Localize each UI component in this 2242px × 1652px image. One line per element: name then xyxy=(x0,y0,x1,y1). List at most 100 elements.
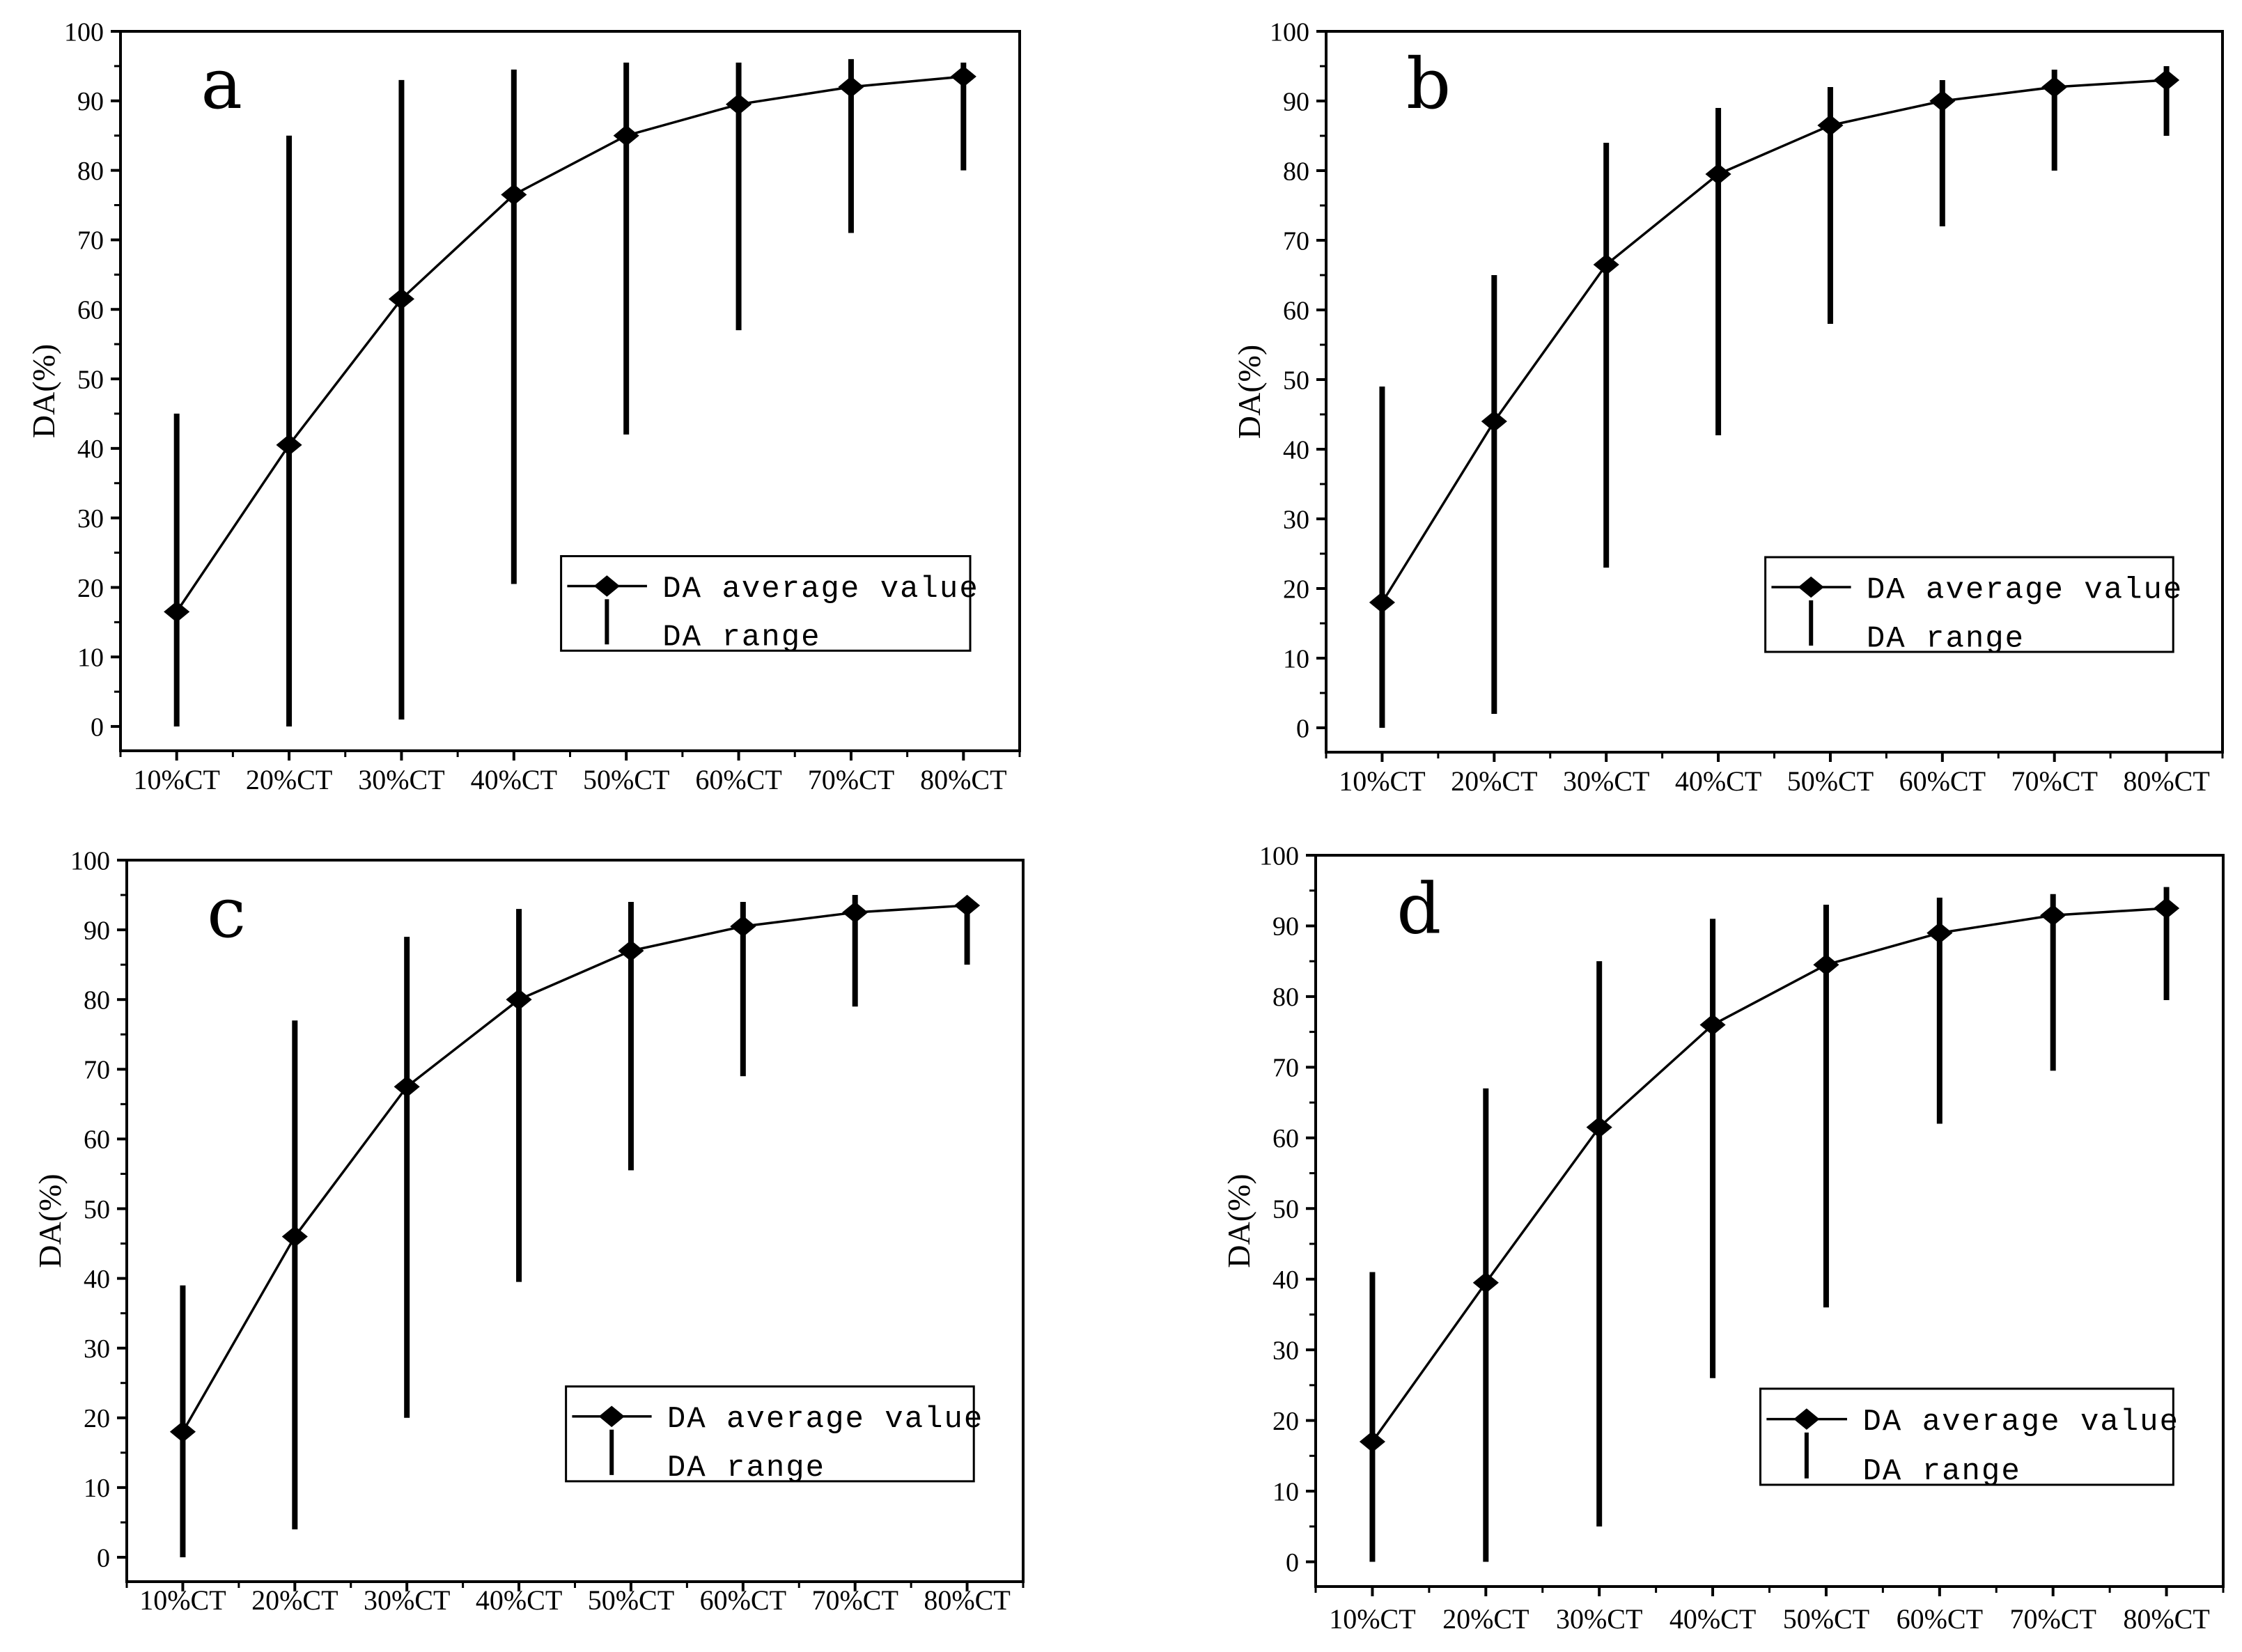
y-tick-label-c: 20 xyxy=(84,1404,110,1433)
data-point-40%CT-b xyxy=(1705,163,1731,185)
x-tick-label-b: 80%CT xyxy=(2123,765,2209,797)
x-tick-label-a: 60%CT xyxy=(695,764,781,795)
data-point-50%CT-d xyxy=(1813,953,1839,976)
y-tick-label-d: 20 xyxy=(1272,1407,1299,1436)
chart-canvas-d: 0 10 20 30 40 50 60 70 80 90 100 10%CT 20%CT 30%CT 40%… xyxy=(1221,841,2225,1635)
data-point-60%CT-d xyxy=(1926,922,1953,944)
data-point-60%CT-a xyxy=(725,93,752,116)
legend-label-range-c: DA range xyxy=(667,1451,825,1486)
legend-label-range-a: DA range xyxy=(662,621,820,655)
data-point-60%CT-c xyxy=(730,915,756,937)
data-point-80%CT-a xyxy=(950,65,976,88)
legend-diamond-icon-b xyxy=(1798,576,1824,598)
y-tick-label-c: 10 xyxy=(84,1474,110,1503)
x-tick-label-a: 30%CT xyxy=(358,764,444,795)
y-axis-title-a: DA(%) xyxy=(26,344,61,438)
y-tick-label-d: 60 xyxy=(1272,1124,1299,1153)
x-tick-label-c: 50%CT xyxy=(588,1584,674,1616)
data-point-10%CT-c xyxy=(169,1421,196,1443)
data-point-70%CT-b xyxy=(2041,76,2068,98)
x-tick-label-a: 20%CT xyxy=(246,764,332,795)
y-tick-label-b: 100 xyxy=(1270,17,1309,47)
y-tick-label-b: 30 xyxy=(1283,505,1309,534)
x-tick-label-d: 10%CT xyxy=(1329,1603,1415,1635)
y-tick-label-c: 30 xyxy=(84,1334,110,1364)
x-tick-label-d: 50%CT xyxy=(1783,1603,1869,1635)
y-axis-title-b: DA(%) xyxy=(1231,345,1267,439)
chart-panel-a: 0 10 20 30 40 50 60 70 80 90 100 10%CT 20%CT 30%CT 40%… xyxy=(0,0,1121,826)
chart-canvas-a: 0 10 20 30 40 50 60 70 80 90 100 10%CT 20%CT 30%CT 40%… xyxy=(26,17,1021,795)
x-tick-label-b: 50%CT xyxy=(1787,765,1874,797)
legend-box-d xyxy=(1759,1387,2174,1486)
y-tick-label-a: 70 xyxy=(77,226,104,256)
legend-diamond-icon-a xyxy=(593,575,620,597)
y-axis-title-d: DA(%) xyxy=(1221,1174,1256,1268)
x-tick-label-c: 80%CT xyxy=(924,1584,1010,1616)
data-point-10%CT-a xyxy=(164,601,190,623)
x-tick-label-d: 20%CT xyxy=(1442,1603,1529,1635)
x-tick-label-c: 10%CT xyxy=(139,1584,226,1616)
y-tick-label-d: 10 xyxy=(1272,1477,1299,1506)
data-point-30%CT-d xyxy=(1586,1116,1612,1138)
data-point-50%CT-b xyxy=(1817,114,1844,137)
y-tick-label-d: 30 xyxy=(1272,1336,1299,1365)
data-point-50%CT-a xyxy=(613,125,639,147)
average-line-b xyxy=(1380,79,2167,603)
legend-box-b xyxy=(1764,556,2174,653)
y-tick-label-b: 40 xyxy=(1283,435,1309,465)
chart-panel-d: 0 10 20 30 40 50 60 70 80 90 100 10%CT 20%CT 30%CT 40%… xyxy=(1121,826,2242,1652)
data-point-80%CT-c xyxy=(953,894,981,917)
x-tick-label-d: 40%CT xyxy=(1669,1603,1756,1635)
y-tick-label-a: 20 xyxy=(77,574,104,603)
x-tick-label-b: 10%CT xyxy=(1339,765,1425,797)
panel-letter-a: a xyxy=(201,43,242,125)
y-axis-title-c: DA(%) xyxy=(32,1174,68,1268)
panel-letter-c: c xyxy=(207,872,246,953)
y-tick-label-c: 40 xyxy=(84,1265,110,1294)
data-point-30%CT-b xyxy=(1593,254,1619,276)
data-point-20%CT-d xyxy=(1472,1272,1499,1294)
y-tick-label-a: 90 xyxy=(77,87,104,116)
y-tick-label-c: 70 xyxy=(84,1056,110,1085)
y-tick-label-a: 30 xyxy=(77,504,104,533)
y-tick-label-d: 100 xyxy=(1259,841,1299,871)
y-tick-label-a: 60 xyxy=(77,296,104,325)
y-tick-label-c: 50 xyxy=(84,1195,110,1224)
data-point-10%CT-b xyxy=(1369,591,1396,614)
y-tick-label-d: 50 xyxy=(1272,1195,1299,1224)
y-tick-label-d: 40 xyxy=(1272,1265,1299,1295)
x-tick-label-b: 30%CT xyxy=(1563,765,1649,797)
data-point-20%CT-a xyxy=(276,434,302,456)
average-line-c xyxy=(181,904,967,1433)
x-tick-label-c: 70%CT xyxy=(811,1584,898,1616)
data-point-70%CT-c xyxy=(842,901,869,924)
y-tick-label-b: 90 xyxy=(1283,87,1309,116)
x-tick-label-d: 60%CT xyxy=(1897,1603,1983,1635)
x-tick-label-a: 40%CT xyxy=(471,764,557,795)
data-point-10%CT-d xyxy=(1359,1431,1386,1453)
chart-panel-b: 0 10 20 30 40 50 60 70 80 90 100 10%CT 20%CT 30%CT 40%… xyxy=(1121,0,2242,826)
x-tick-label-a: 70%CT xyxy=(808,764,894,795)
y-tick-label-b: 60 xyxy=(1283,296,1309,325)
y-tick-label-d: 90 xyxy=(1272,912,1299,942)
x-tick-label-a: 10%CT xyxy=(133,764,219,795)
x-tick-label-c: 30%CT xyxy=(364,1584,450,1616)
y-tick-label-c: 0 xyxy=(97,1543,110,1573)
y-tick-label-a: 10 xyxy=(77,644,104,673)
y-tick-label-b: 80 xyxy=(1283,157,1309,186)
average-line-a xyxy=(176,75,964,613)
panel-letter-b: b xyxy=(1406,43,1451,125)
x-tick-label-c: 60%CT xyxy=(700,1584,786,1616)
x-tick-label-c: 20%CT xyxy=(251,1584,338,1616)
y-tick-label-c: 80 xyxy=(84,985,110,1015)
legend-diamond-icon-c xyxy=(598,1405,625,1428)
y-tick-label-a: 100 xyxy=(64,17,104,47)
legend-label-range-b: DA range xyxy=(1867,621,2025,656)
legend-label-average-c: DA average value xyxy=(667,1402,983,1437)
y-tick-label-b: 0 xyxy=(1296,714,1309,743)
y-tick-label-a: 40 xyxy=(77,435,104,464)
data-point-40%CT-a xyxy=(501,184,527,205)
data-point-30%CT-a xyxy=(388,288,415,310)
data-point-80%CT-b xyxy=(2153,69,2180,91)
y-tick-label-c: 60 xyxy=(84,1125,110,1155)
